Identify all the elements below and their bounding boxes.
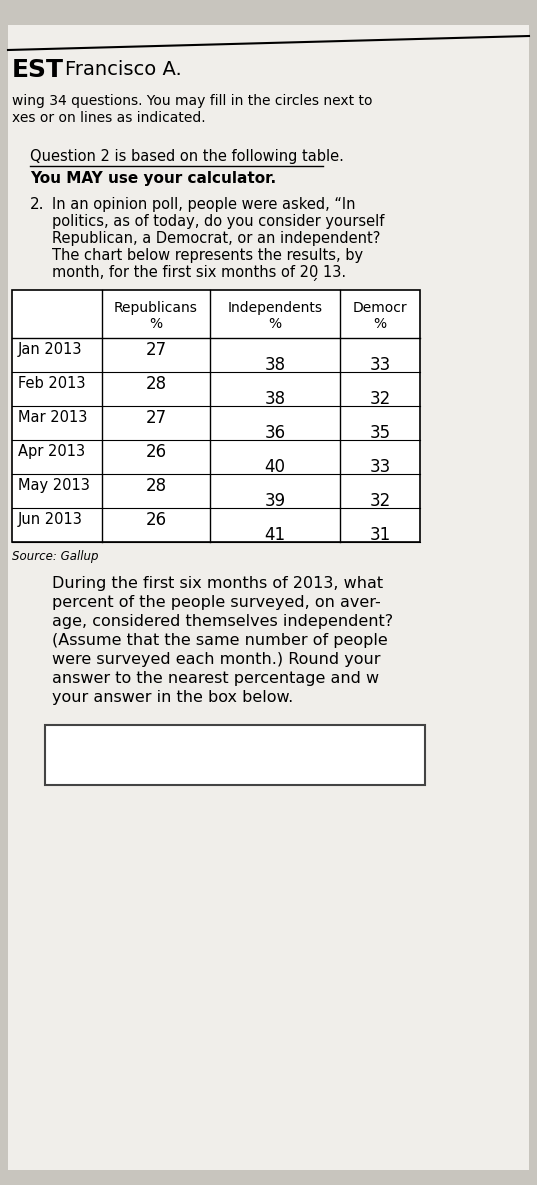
Text: (Assume that the same number of people: (Assume that the same number of people xyxy=(52,633,388,648)
Text: May 2013: May 2013 xyxy=(18,479,90,493)
Text: 28: 28 xyxy=(146,374,166,393)
Text: Mar 2013: Mar 2013 xyxy=(18,410,88,425)
Text: Independents
%: Independents % xyxy=(228,301,323,331)
Text: Francisco A.: Francisco A. xyxy=(65,60,182,79)
Text: 27: 27 xyxy=(146,409,166,427)
Text: 41: 41 xyxy=(264,525,286,544)
Text: The chart below represents the results, by: The chart below represents the results, … xyxy=(52,248,363,263)
Text: 33: 33 xyxy=(369,356,390,373)
Text: answer to the nearest percentage and w: answer to the nearest percentage and w xyxy=(52,671,379,686)
Text: EST: EST xyxy=(12,58,64,82)
Text: 38: 38 xyxy=(264,390,286,408)
Text: 36: 36 xyxy=(264,423,286,442)
Text: were surveyed each month.) Round your: were surveyed each month.) Round your xyxy=(52,652,381,667)
Text: politics, as of today, do you consider yourself: politics, as of today, do you consider y… xyxy=(52,214,384,229)
Text: age, considered themselves independent?: age, considered themselves independent? xyxy=(52,614,393,629)
Text: During the first six months of 2013, what: During the first six months of 2013, wha… xyxy=(52,576,383,591)
Text: You MAY use your calculator.: You MAY use your calculator. xyxy=(30,171,276,186)
Text: Republicans
%: Republicans % xyxy=(114,301,198,331)
FancyBboxPatch shape xyxy=(8,25,529,1170)
Text: 28: 28 xyxy=(146,476,166,495)
Text: 27: 27 xyxy=(146,341,166,359)
Text: wing 34 questions. You may fill in the circles next to: wing 34 questions. You may fill in the c… xyxy=(12,94,373,108)
Text: Democr
%: Democr % xyxy=(353,301,407,331)
Text: percent of the people surveyed, on aver-: percent of the people surveyed, on aver- xyxy=(52,595,381,610)
Text: Jan 2013: Jan 2013 xyxy=(18,342,83,358)
Text: 32: 32 xyxy=(369,492,390,510)
Text: your answer in the box below.: your answer in the box below. xyxy=(52,690,293,705)
Text: month, for the first six months of 20̗ 13.: month, for the first six months of 20̗ 1… xyxy=(52,265,346,281)
Text: Republican, a Democrat, or an independent?: Republican, a Democrat, or an independen… xyxy=(52,231,380,246)
Text: Feb 2013: Feb 2013 xyxy=(18,377,85,391)
Text: 32: 32 xyxy=(369,390,390,408)
Text: 26: 26 xyxy=(146,511,166,529)
Text: 26: 26 xyxy=(146,443,166,461)
Text: 2.: 2. xyxy=(30,197,45,212)
Text: Jun 2013: Jun 2013 xyxy=(18,512,83,527)
Text: Apr 2013: Apr 2013 xyxy=(18,444,85,460)
Text: Question 2 is based on the following table.: Question 2 is based on the following tab… xyxy=(30,149,344,164)
FancyBboxPatch shape xyxy=(45,725,425,784)
Text: 31: 31 xyxy=(369,525,390,544)
Text: Source: Gallup: Source: Gallup xyxy=(12,550,98,563)
Text: 38: 38 xyxy=(264,356,286,373)
Text: 40: 40 xyxy=(265,457,286,475)
Text: 39: 39 xyxy=(264,492,286,510)
FancyBboxPatch shape xyxy=(12,290,420,542)
Text: xes or on lines as indicated.: xes or on lines as indicated. xyxy=(12,111,206,124)
Text: 33: 33 xyxy=(369,457,390,475)
Text: In an opinion poll, people were asked, “In: In an opinion poll, people were asked, “… xyxy=(52,197,355,212)
Text: 35: 35 xyxy=(369,423,390,442)
